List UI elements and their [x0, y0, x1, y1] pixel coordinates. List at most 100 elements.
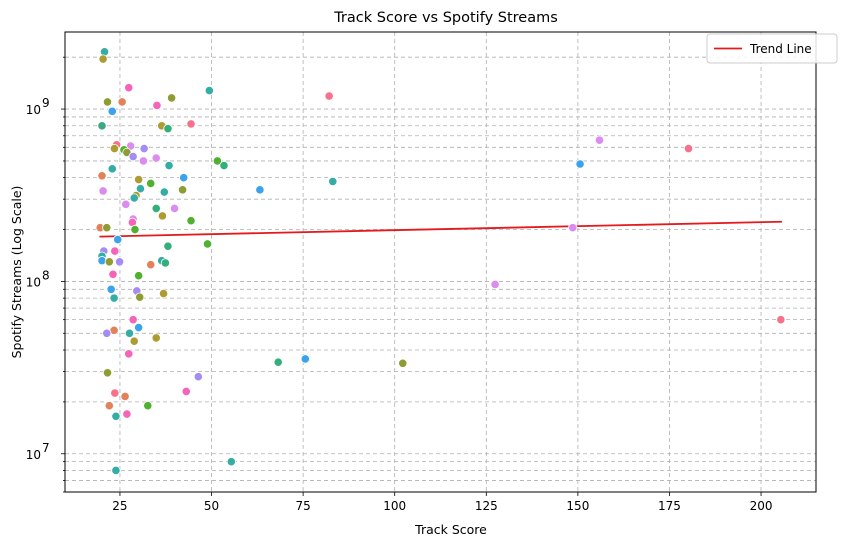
- data-point: [110, 246, 120, 256]
- x-axis-ticks: 25 50 75 100 125 150 175 200: [112, 492, 773, 513]
- data-point: [120, 391, 130, 402]
- data-point: [159, 187, 169, 197]
- data-point: [163, 241, 173, 251]
- data-point: [575, 159, 585, 169]
- data-point: [568, 223, 578, 233]
- data-point: [255, 185, 265, 195]
- data-point: [177, 185, 188, 195]
- data-point: [151, 203, 161, 214]
- data-point: [138, 156, 148, 166]
- data-point: [204, 85, 214, 96]
- trend-line: [99, 220, 782, 238]
- plot-frame: [64, 31, 817, 493]
- data-point: [219, 160, 229, 171]
- data-point: [124, 328, 135, 338]
- data-point: [111, 411, 121, 421]
- data-point: [97, 171, 107, 181]
- data-point: [134, 271, 144, 281]
- data-point: [273, 357, 283, 367]
- data-points: [95, 47, 786, 476]
- data-point: [594, 135, 605, 145]
- data-point: [143, 401, 153, 411]
- data-point: [169, 203, 180, 214]
- data-point: [107, 106, 117, 116]
- data-point: [104, 401, 114, 411]
- data-point: [104, 257, 114, 267]
- data-point: [151, 153, 161, 163]
- data-point: [135, 184, 146, 194]
- data-point: [193, 372, 203, 382]
- x-tick-label: 200: [750, 499, 773, 513]
- x-tick-label: 25: [112, 499, 127, 513]
- data-point: [134, 322, 144, 333]
- data-point: [134, 174, 144, 185]
- data-point: [146, 260, 156, 270]
- data-point: [99, 47, 110, 57]
- data-point: [152, 100, 162, 111]
- trend-line-layer: [99, 220, 782, 238]
- data-point: [226, 457, 236, 467]
- data-point: [186, 119, 196, 129]
- data-point: [129, 193, 139, 203]
- data-point: [110, 388, 120, 398]
- data-point: [179, 173, 189, 183]
- data-point: [122, 409, 132, 419]
- data-point: [683, 143, 694, 154]
- data-point: [146, 178, 156, 189]
- data-point: [160, 258, 170, 268]
- y-tick-exponent: 8: [42, 268, 50, 282]
- data-point: [158, 288, 169, 299]
- data-point: [97, 121, 107, 131]
- data-point: [98, 186, 108, 196]
- data-point: [490, 279, 500, 290]
- x-tick-label: 125: [475, 499, 498, 513]
- data-point: [98, 54, 108, 64]
- data-point: [117, 97, 127, 107]
- data-point: [106, 284, 116, 294]
- data-point: [109, 293, 119, 303]
- y-axis-title: Spotify Streams (Log Scale): [9, 186, 24, 359]
- data-point: [181, 386, 191, 397]
- data-point: [398, 358, 408, 368]
- data-point: [102, 368, 113, 378]
- data-point: [128, 151, 138, 162]
- x-tick-label: 150: [566, 499, 589, 513]
- data-point: [202, 239, 213, 249]
- data-point: [124, 349, 134, 359]
- data-point: [108, 269, 118, 279]
- data-point: [109, 143, 120, 154]
- legend-box: [706, 33, 838, 64]
- data-point: [139, 143, 149, 154]
- y-tick-exponent: 7: [42, 441, 50, 455]
- x-tick-label: 100: [383, 499, 406, 513]
- data-point: [111, 465, 121, 476]
- data-point: [130, 224, 140, 235]
- data-point: [163, 124, 173, 134]
- data-point: [128, 315, 138, 325]
- data-point: [113, 234, 123, 245]
- data-point: [324, 91, 334, 101]
- x-tick-label: 75: [295, 499, 310, 513]
- x-tick-label: 175: [658, 499, 681, 513]
- data-point: [121, 199, 131, 209]
- data-point: [102, 97, 113, 107]
- data-point: [129, 336, 139, 346]
- y-tick-label: 10: [26, 275, 41, 289]
- data-point: [151, 333, 161, 343]
- data-point: [102, 223, 112, 233]
- data-point: [300, 354, 310, 364]
- data-point: [186, 216, 196, 226]
- data-point: [135, 292, 145, 302]
- y-tick-label: 10: [26, 448, 41, 462]
- legend: Trend Line: [706, 33, 838, 64]
- y-tick-exponent: 9: [42, 96, 50, 110]
- data-point: [167, 93, 177, 103]
- x-tick-label: 50: [204, 499, 219, 513]
- legend-label-trend-line: Trend Line: [749, 42, 812, 56]
- data-point: [212, 156, 222, 166]
- x-axis-title: Track Score: [414, 522, 487, 537]
- data-point: [102, 328, 112, 338]
- data-point: [776, 315, 786, 325]
